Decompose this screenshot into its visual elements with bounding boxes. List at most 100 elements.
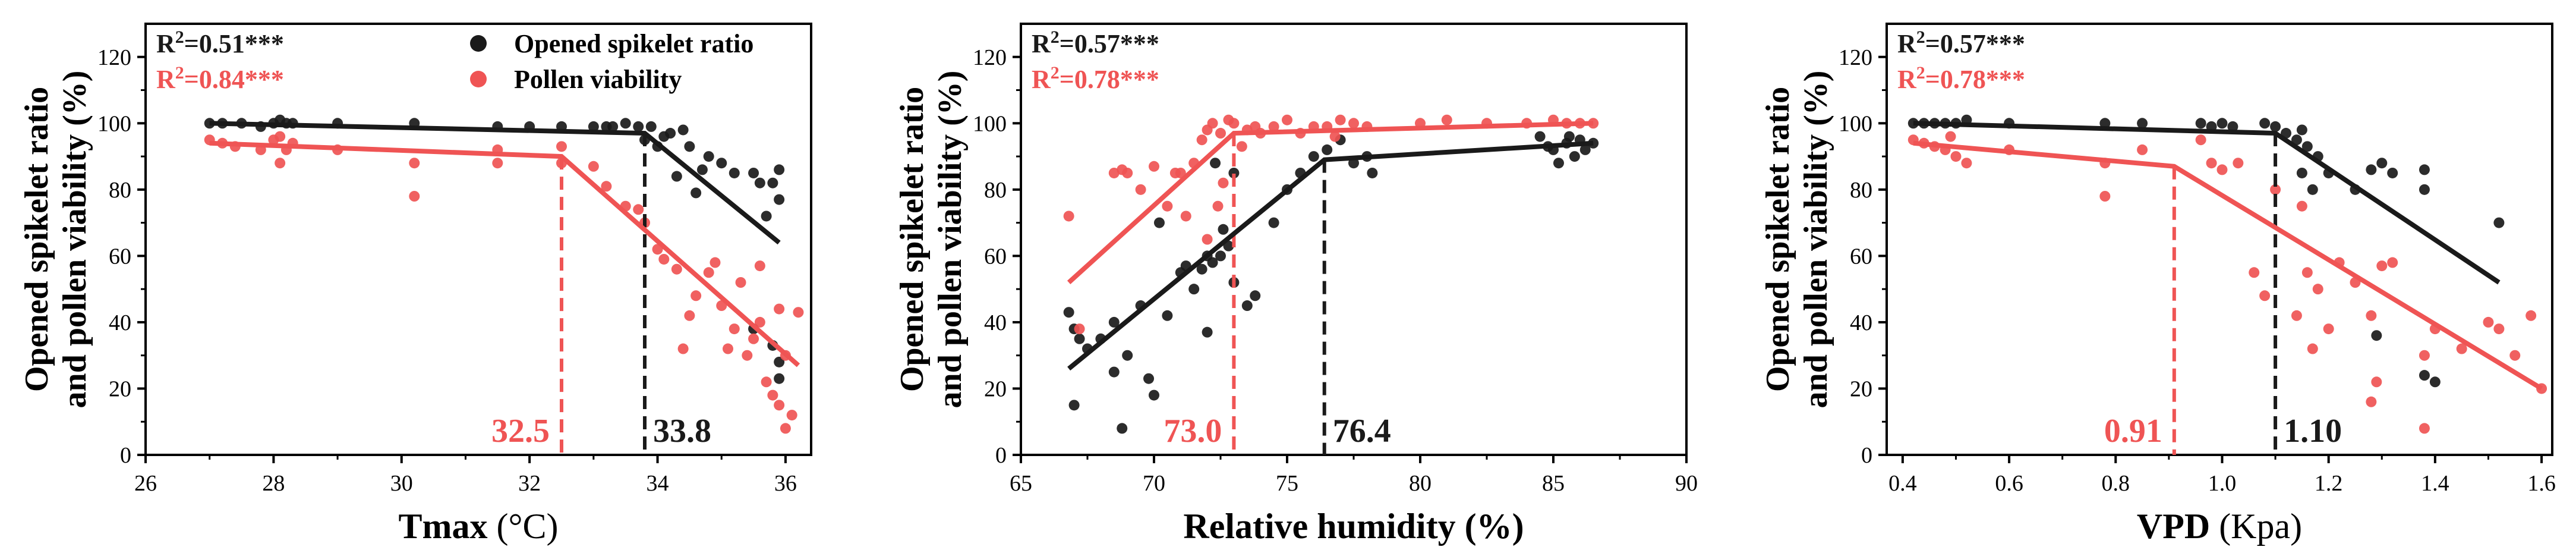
x-tick-label: 36	[774, 471, 797, 496]
y-axis-label: Opened spikelet ratioand pollen viabilit…	[894, 71, 969, 409]
pollen-viability-point	[1180, 210, 1191, 222]
opened-spikelet-point	[1250, 290, 1261, 301]
pollen-breakpoint-label: 73.0	[1164, 413, 1222, 450]
opened-spikelet-point	[2227, 121, 2238, 132]
pollen-viability-point	[742, 350, 753, 361]
opened-spikelet-point	[774, 164, 785, 175]
opened-spikelet-point	[1108, 316, 1120, 328]
pollen-viability-point	[658, 253, 670, 265]
opened-spikelet-point	[2296, 167, 2307, 178]
opened-spikelet-point	[1202, 326, 1213, 338]
pollen-viability-point	[729, 323, 740, 335]
r2-pollen-label: R2=0.78***	[1897, 63, 2025, 94]
y-tick-label: 0	[120, 443, 131, 468]
pollen-viability-point	[2137, 144, 2148, 155]
opened-breakpoint-label: 1.10	[2284, 413, 2342, 450]
pollen-viability-point	[1149, 161, 1159, 172]
panel-vpd: 0 20 40 60 80 100 120 0.4 0.6 0.8 1.0 1.2 1.4 1.6 Open…	[1760, 23, 2556, 546]
y-tick-label: 20	[109, 376, 131, 401]
opened-spikelet-point	[684, 141, 695, 152]
opened-spikelet-point	[774, 373, 785, 384]
opened-spikelet-point	[1367, 167, 1378, 178]
r2-pollen-label: R2=0.84***	[156, 63, 284, 94]
pollen-viability-point	[1335, 114, 1346, 125]
y-tick-label: 80	[1850, 178, 1872, 203]
pollen-viability-point	[684, 310, 695, 321]
pollen-viability-point	[2270, 184, 2281, 195]
pollen-viability-point	[1202, 234, 1213, 245]
pollen-viability-point	[774, 303, 785, 315]
panel-tmax: 0 20 40 60 80 100 120 26 28 30 32 34 36 Opened spikel…	[18, 23, 812, 546]
opened-spikelet-point	[601, 121, 612, 132]
pollen-viability-point	[2233, 158, 2244, 169]
opened-spikelet-point	[2301, 141, 2313, 152]
y-tick-label: 120	[1839, 45, 1872, 70]
opened-spikelet-point	[1218, 224, 1229, 235]
opened-spikelet-point	[1308, 151, 1319, 162]
pollen-viability-point	[2376, 260, 2388, 272]
pollen-viability-point	[793, 307, 804, 318]
pollen-viability-point	[1236, 141, 1247, 152]
x-tick-label: 65	[1010, 471, 1032, 496]
opened-spikelet-point	[716, 158, 727, 169]
r2-pollen-label: R2=0.78***	[1032, 63, 1159, 94]
legend-pollen-marker	[470, 71, 487, 87]
y-tick-label: 0	[995, 443, 1007, 468]
legend-opened-marker	[470, 35, 487, 52]
opened-spikelet-fit-line	[1067, 140, 1594, 371]
pollen-viability-point	[2291, 310, 2302, 321]
pollen-viability-point	[1329, 131, 1341, 142]
pollen-viability-point	[588, 161, 599, 172]
opened-spikelet-point	[1153, 217, 1165, 228]
pollen-viability-point	[754, 260, 765, 272]
x-tick-label: 70	[1143, 471, 1165, 496]
pollen-viability-point	[2296, 200, 2307, 212]
opened-spikelet-point	[2387, 167, 2398, 178]
opened-spikelet-point	[2259, 118, 2271, 129]
opened-spikelet-point	[767, 177, 778, 188]
opened-spikelet-point	[633, 121, 644, 132]
opened-spikelet-point	[1068, 400, 1080, 411]
x-tick-label: 1.2	[2315, 471, 2343, 496]
opened-spikelet-point	[1207, 257, 1218, 268]
pollen-breakpoint-label: 0.91	[2104, 413, 2162, 450]
pollen-breakpoint-label: 32.5	[491, 413, 550, 450]
pollen-viability-point	[2366, 310, 2377, 321]
y-tick-label: 80	[984, 178, 1007, 203]
opened-spikelet-point	[2493, 217, 2505, 228]
pollen-viability-point	[1945, 131, 1956, 142]
x-tick-label: 80	[1409, 471, 1432, 496]
pollen-viability-point	[671, 263, 682, 275]
pollen-viability-point	[2301, 267, 2313, 278]
opened-spikelet-point	[2216, 118, 2228, 129]
opened-spikelet-point	[2419, 164, 2430, 175]
x-tick-label: 1.0	[2208, 471, 2237, 496]
opened-spikelet-point	[696, 164, 708, 175]
pollen-viability-point	[1348, 118, 1359, 129]
opened-breakpoint-label: 76.4	[1333, 413, 1391, 450]
opened-spikelet-point	[2296, 124, 2307, 136]
pollen-viability-point	[2483, 316, 2494, 328]
x-axis-label: Tmax (°C)	[399, 507, 559, 546]
pollen-viability-point	[1135, 184, 1146, 195]
x-tick-label: 0.4	[1888, 471, 1917, 496]
pollen-viability-point	[275, 158, 286, 169]
pollen-viability-point	[786, 410, 797, 421]
r2-opened-label: R2=0.57***	[1897, 27, 2025, 58]
x-tick-label: 90	[1675, 471, 1698, 496]
pollen-viability-point	[492, 158, 503, 169]
pollen-viability-point	[2323, 323, 2334, 335]
y-tick-label: 20	[984, 376, 1007, 401]
opened-spikelet-point	[2366, 164, 2377, 175]
pollen-viability-point	[710, 257, 721, 268]
opened-spikelet-point	[1579, 144, 1591, 155]
pollen-viability-fit-line	[209, 140, 800, 367]
pollen-viability-point	[1215, 128, 1226, 139]
pollen-viability-point	[2259, 290, 2271, 301]
y-tick-label: 60	[984, 244, 1007, 269]
pollen-viability-point	[1108, 167, 1120, 178]
pollen-viability-point	[1207, 118, 1218, 129]
pollen-viability-point	[748, 333, 759, 344]
opened-spikelet-point	[1122, 350, 1133, 361]
